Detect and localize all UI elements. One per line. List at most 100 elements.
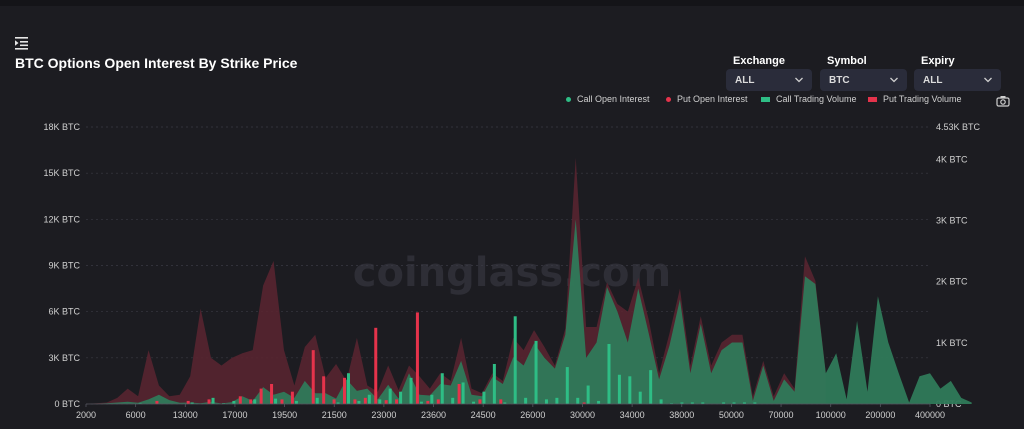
put-oi-bar (290, 391, 294, 404)
call-oi-bar (732, 402, 736, 404)
call-oi-bar (451, 397, 455, 404)
call-oi-bar (253, 399, 257, 404)
call-oi-bar (409, 377, 413, 404)
call-oi-bar (680, 402, 684, 404)
put-oi-bar (270, 383, 274, 404)
watermark: coinglass.com (353, 250, 671, 296)
call-oi-bar (597, 400, 601, 404)
put-oi-bar (249, 399, 253, 404)
call-oi-bar (638, 391, 642, 404)
put-oi-bar (436, 399, 440, 404)
call-oi-bar (357, 400, 361, 404)
call-oi-bar (482, 391, 486, 404)
symbol-select[interactable]: BTC (820, 69, 907, 91)
legend-call-volume[interactable]: Call Trading Volume (761, 94, 857, 104)
y-left-tick-label: 9K BTC (48, 261, 80, 271)
legend-put-volume-marker (868, 97, 877, 103)
x-tick-label: 100000 (816, 410, 846, 420)
camera-icon[interactable] (996, 94, 1010, 107)
call-oi-bar (367, 394, 371, 404)
y-left-tick-label: 12K BTC (43, 214, 80, 224)
call-oi-bar (534, 340, 538, 404)
call-oi-bar (753, 402, 757, 404)
legend-put-oi-marker (666, 97, 671, 103)
call-oi-bar (336, 402, 340, 404)
call-oi-bar (190, 402, 194, 404)
exchange-select-value: ALL (735, 75, 755, 86)
legend-label: Put Open Interest (677, 94, 748, 104)
exchange-label: Exchange (733, 55, 785, 67)
x-tick-label: 13000 (173, 410, 198, 420)
top-bar (0, 0, 1024, 6)
put-oi-bar (342, 377, 346, 404)
call-oi-bar (524, 397, 528, 404)
call-oi-bar (472, 401, 476, 404)
symbol-label: Symbol (827, 55, 867, 67)
call-volume-area (86, 219, 972, 404)
call-oi-bar (503, 402, 507, 404)
y-left-tick-label: 18K BTC (43, 122, 80, 132)
x-tick-label: 19500 (272, 410, 297, 420)
expiry-select-value: ALL (923, 75, 943, 86)
call-oi-bar (346, 373, 350, 404)
call-oi-bar (440, 373, 444, 404)
put-oi-bar (332, 399, 336, 404)
x-tick-label: 23600 (421, 410, 446, 420)
y-right-tick-label: 3K BTC (936, 216, 968, 226)
call-oi-bar (315, 397, 319, 404)
call-oi-bar (555, 397, 559, 404)
symbol-select-value: BTC (829, 75, 850, 86)
call-oi-bar (607, 343, 611, 404)
call-oi-bar (513, 316, 517, 404)
put-oi-bar (186, 400, 190, 404)
put-oi-bar (395, 399, 399, 404)
put-oi-bar (311, 350, 315, 404)
y-right-tick-label: 4.53K BTC (936, 122, 981, 132)
y-left-tick-label: 3K BTC (48, 353, 80, 363)
call-oi-bar (722, 402, 726, 404)
legend-put-oi[interactable]: Put Open Interest (666, 94, 748, 104)
call-oi-bar (742, 402, 746, 404)
y-right-tick-label: 2K BTC (936, 277, 968, 287)
y-left-tick-label: 6K BTC (48, 307, 80, 317)
put-oi-bar (582, 402, 586, 404)
y-right-tick-label: 4K BTC (936, 154, 968, 164)
legend-label: Call Trading Volume (776, 94, 857, 104)
legend-call-oi[interactable]: Call Open Interest (566, 94, 650, 104)
legend-put-volume[interactable]: Put Trading Volume (868, 94, 962, 104)
x-tick-label: 2000 (76, 410, 96, 420)
exchange-select[interactable]: ALL (726, 69, 812, 91)
put-oi-bar (374, 327, 378, 404)
call-oi-bar (274, 398, 278, 404)
chevron-down-icon (984, 77, 992, 83)
call-oi-bar (586, 385, 590, 404)
put-oi-bar (478, 399, 482, 404)
put-oi-bar (457, 383, 461, 404)
call-oi-bar (617, 374, 621, 404)
call-oi-bar (690, 402, 694, 404)
x-tick-label: 23000 (371, 410, 396, 420)
call-oi-bar (388, 388, 392, 404)
legend-label: Call Open Interest (577, 94, 650, 104)
call-oi-bar (430, 394, 434, 404)
page-title: BTC Options Open Interest By Strike Pric… (15, 55, 298, 71)
put-oi-bar (207, 399, 211, 404)
call-oi-bar (701, 402, 705, 404)
x-tick-label: 70000 (769, 410, 794, 420)
x-tick-label: 6000 (126, 410, 146, 420)
call-oi-bar (399, 391, 403, 404)
call-oi-bar (211, 397, 215, 404)
x-tick-label: 24500 (471, 410, 496, 420)
expiry-select[interactable]: ALL (914, 69, 1001, 91)
put-oi-bar (322, 376, 326, 404)
call-oi-bar (492, 363, 496, 404)
menu-collapse-icon[interactable] (14, 36, 30, 50)
y-left-tick-label: 0 BTC (54, 399, 80, 409)
call-oi-bar (544, 399, 548, 404)
x-tick-label: 34000 (620, 410, 645, 420)
put-oi-bar (426, 400, 430, 404)
call-oi-bar (294, 400, 298, 404)
x-tick-label: 21500 (322, 410, 347, 420)
y-left-tick-label: 15K BTC (43, 168, 80, 178)
